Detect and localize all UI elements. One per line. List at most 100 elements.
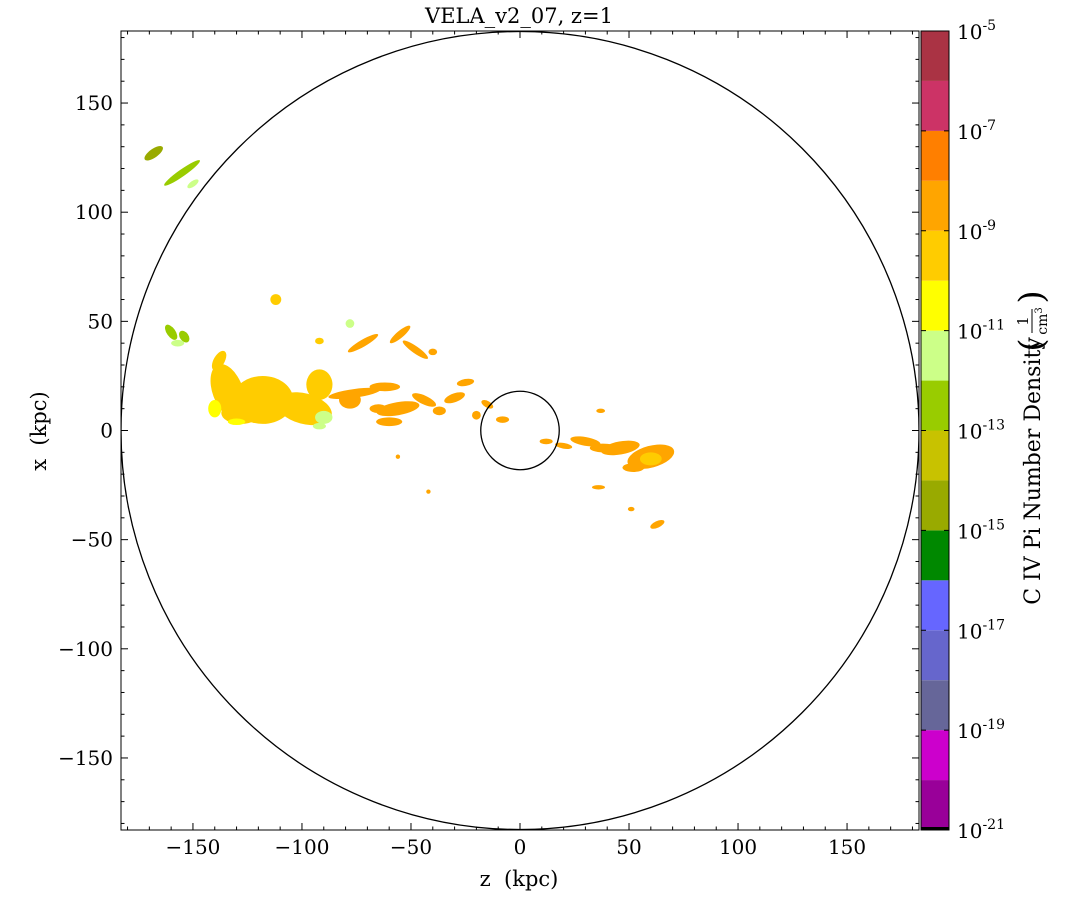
density-region-16 (481, 399, 494, 409)
density-region-29 (402, 340, 429, 359)
colorbar-tick-label: 10-13 (957, 418, 1005, 444)
colorbar-band-12 (921, 180, 949, 231)
colorbar-unit-den-base: cm (1035, 314, 1051, 335)
x-tick-label: 50 (616, 835, 641, 859)
colorbar-band-8 (921, 380, 949, 431)
density-region-49 (187, 179, 199, 189)
x-tick-label: −100 (274, 835, 329, 859)
density-region-11 (376, 417, 403, 427)
density-region-20 (600, 440, 640, 456)
x-tick-label: −50 (390, 835, 432, 859)
density-region-45 (426, 489, 431, 494)
colorbar-tick-label: 10-15 (957, 517, 1005, 543)
y-tick-label: 100 (75, 200, 113, 224)
density-region-5 (315, 410, 333, 424)
y-tick-label: 150 (75, 91, 113, 115)
colorbar-tick-label: 10-21 (957, 817, 1005, 843)
density-region-31 (270, 294, 282, 305)
colorbar-band-13 (921, 130, 949, 181)
colorbar-unit-den-exp: 3 (1034, 307, 1045, 313)
inner-radius-circle (480, 390, 560, 471)
colorbar-unit-paren-close: ) (1012, 290, 1052, 303)
density-region-48 (144, 146, 163, 161)
density-region-46 (395, 454, 401, 459)
density-region-40 (312, 422, 326, 430)
colorbar-band-2 (921, 680, 949, 731)
density-region-39 (227, 418, 246, 426)
density-region-22 (570, 436, 601, 447)
density-region-25 (555, 442, 573, 449)
colorbar-band-0 (921, 780, 949, 830)
x-tick-label: 0 (514, 835, 527, 859)
y-axis-label: x (kpc) (27, 391, 51, 471)
y-tick-label: −150 (58, 746, 113, 770)
density-region-17 (472, 410, 481, 420)
density-region-32 (345, 319, 355, 328)
colorbar: 10-5 10-7 10-9 10-11 10-13 10-15 10-17 10-19 10-… (920, 18, 1005, 843)
outer-radius-circle (121, 31, 919, 830)
colorbar-tick-label: 10-7 (957, 118, 996, 144)
y-tick-label: −50 (71, 528, 113, 552)
chart-title: VELA_v2_07, z=1 (424, 4, 613, 28)
density-region-28 (389, 325, 411, 344)
colorbar-band-1 (921, 730, 949, 781)
density-region-36 (179, 330, 190, 343)
colorbar-unit-denominator: cm3 (1034, 307, 1051, 335)
density-region-26 (539, 438, 553, 445)
colorbar-unit: ( 1 cm3 ) (1012, 290, 1052, 351)
density-region-47 (164, 160, 201, 186)
colorbar-band-4 (921, 580, 949, 631)
colorbar-band-14 (921, 80, 949, 131)
plot-area (144, 146, 675, 529)
density-region-30 (428, 348, 438, 356)
density-region-23 (622, 463, 645, 472)
y-tick-label: 0 (100, 419, 113, 443)
x-tick-label: −150 (165, 835, 220, 859)
colorbar-unit-paren-open: ( (1012, 338, 1052, 351)
colorbar-tick-label: 10-11 (957, 318, 1005, 344)
colorbar-tick-label: 10-19 (957, 717, 1005, 743)
density-region-41 (596, 408, 606, 414)
colorbar-band-10 (921, 280, 949, 331)
colorbar-tick-label: 10-9 (957, 218, 996, 244)
colorbar-band-3 (921, 630, 949, 681)
colorbar-band-7 (921, 430, 949, 481)
density-region-35 (165, 324, 178, 340)
density-region-15 (456, 378, 475, 387)
density-region-13 (444, 392, 465, 404)
colorbar-tick-label: 10-5 (957, 18, 996, 44)
density-region-4 (221, 402, 261, 424)
density-region-8 (339, 391, 361, 409)
x-axis-label: z (kpc) (480, 867, 559, 891)
colorbar-bottom-cap (921, 827, 949, 830)
density-region-7 (369, 382, 401, 392)
density-region-44 (627, 506, 635, 512)
y-tick-label: 50 (88, 309, 113, 333)
colorbar-band-6 (921, 480, 949, 531)
y-tick-label: −100 (58, 637, 113, 661)
density-region-38 (208, 399, 222, 418)
axis-ticks: −150 −100 −50 0 50 100 150 150 100 50 0 −50 −100 −150 (58, 31, 919, 859)
colorbar-band-9 (921, 330, 949, 381)
density-region-33 (315, 337, 324, 345)
density-region-12 (412, 393, 437, 407)
density-region-43 (591, 485, 606, 490)
colorbar-band-5 (921, 530, 949, 581)
density-region-37 (171, 339, 185, 347)
density-region-10 (376, 401, 420, 417)
density-region-14 (432, 406, 446, 416)
density-region-18 (496, 416, 510, 423)
density-region-3 (306, 369, 333, 400)
x-tick-label: 150 (828, 835, 866, 859)
plot-frame (120, 30, 920, 831)
colorbar-band-15 (921, 31, 949, 81)
circle-overlays (121, 31, 919, 830)
colorbar-label-text: C IV Pi Number Density (1021, 337, 1046, 605)
colorbar-unit-numerator: 1 (1014, 316, 1032, 326)
density-region-24 (639, 452, 662, 466)
x-tick-label: 100 (719, 835, 757, 859)
colorbar-band-11 (921, 230, 949, 281)
colorbar-label: C IV Pi Number Density ( 1 cm3 ) (1012, 290, 1052, 604)
density-region-42 (650, 519, 665, 529)
